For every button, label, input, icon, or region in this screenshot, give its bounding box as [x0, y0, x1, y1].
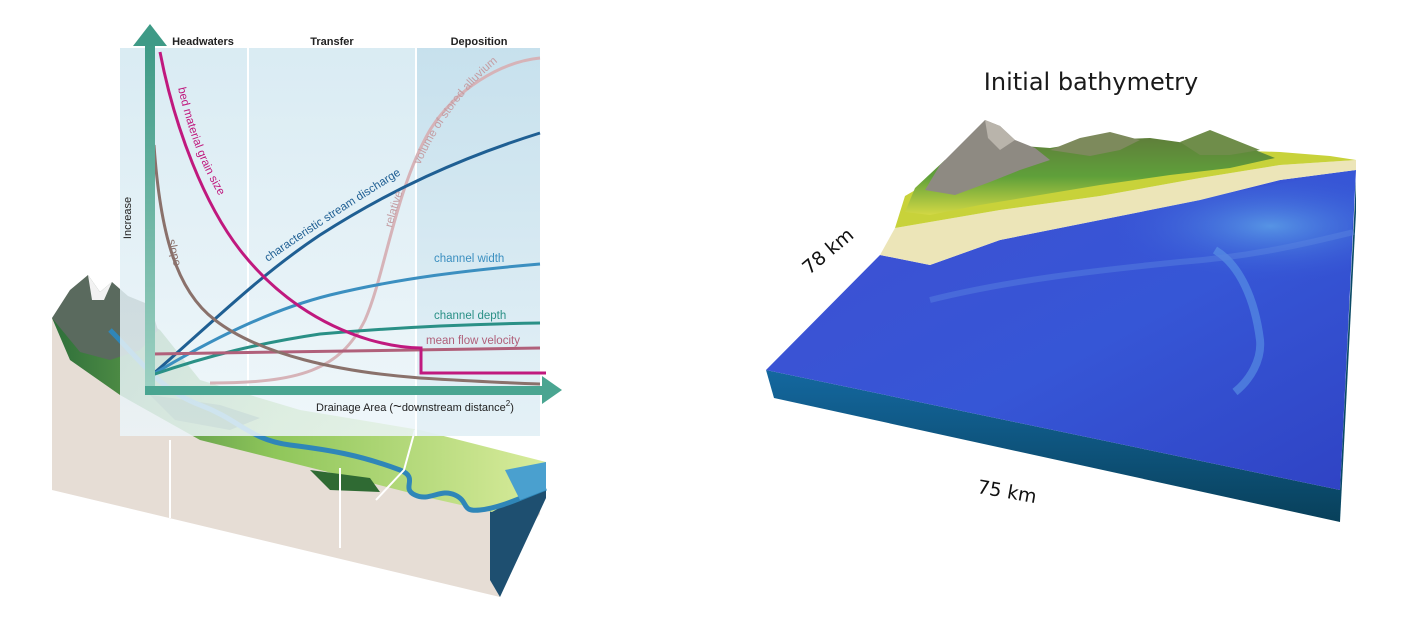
mountain-peaks-highlight [985, 120, 1015, 150]
zone-transfer-bg [248, 48, 416, 436]
curve-width [151, 262, 541, 377]
zone-header-strip [120, 34, 540, 48]
fluvial-system-diagram: Headwaters Transfer Deposition bed mater… [52, 24, 562, 597]
valley-surface [52, 290, 546, 512]
forest-patch-lower [310, 470, 380, 492]
bathymetry-title: Initial bathymetry [984, 68, 1198, 96]
delta-mouth [505, 462, 546, 500]
block-front-side [766, 370, 1340, 522]
x-axis-label: Drainage Area (~downstream distance2) [316, 398, 514, 415]
zone-title-deposition: Deposition [451, 36, 508, 48]
coastal-plain [880, 160, 1356, 265]
snow-cap [88, 275, 112, 300]
x-axis-shaft [145, 386, 545, 395]
y-axis-arrowhead [133, 24, 167, 46]
curve-velocity [151, 346, 541, 356]
depth-dimension-label: 78 km [798, 224, 858, 279]
mountain-ridge-far-east [1180, 130, 1260, 155]
tilde-glyph: ~ [393, 398, 402, 415]
curve-alluvium [209, 56, 541, 385]
mountain-ridge-east [1050, 132, 1140, 156]
curve-slope [152, 144, 541, 386]
zone-deposition-bg [416, 48, 540, 436]
label-velocity: mean flow velocity [426, 335, 520, 347]
process-chart: Headwaters Transfer Deposition bed mater… [120, 24, 562, 436]
label-width: channel width [434, 253, 504, 265]
zone-headwaters-bg [120, 48, 248, 436]
block-right-side [1340, 180, 1356, 522]
zone-title-headwaters: Headwaters [172, 36, 234, 48]
x-axis-arrowhead [542, 376, 562, 404]
zone-boundary-3 [375, 429, 416, 501]
curve-depth [151, 321, 541, 377]
shelf-break [929, 229, 1355, 303]
bathymetry-render: Initial bathymetry 75 km 78 km [766, 68, 1356, 522]
y-axis-shaft [145, 42, 155, 392]
y-axis-label: Increase [122, 197, 134, 239]
zone-title-transfer: Transfer [310, 36, 354, 48]
width-dimension-label: 75 km [976, 476, 1039, 508]
mountain-range [925, 120, 1050, 195]
valley-block-front-edge [490, 480, 546, 597]
curve-grain-size [158, 51, 546, 375]
submarine-canyon [1212, 246, 1265, 396]
shelf-shallows [880, 170, 1356, 330]
curve-discharge [151, 131, 541, 377]
label-depth: channel depth [434, 310, 506, 322]
